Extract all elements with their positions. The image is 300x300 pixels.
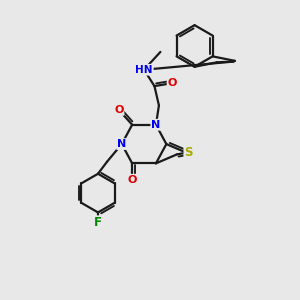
Text: O: O	[168, 78, 177, 88]
Text: N: N	[117, 139, 126, 149]
Text: N: N	[151, 120, 160, 130]
Text: HN: HN	[135, 65, 153, 75]
Text: S: S	[184, 146, 193, 159]
Text: O: O	[128, 175, 137, 185]
Text: O: O	[114, 105, 124, 115]
Text: F: F	[94, 216, 102, 229]
